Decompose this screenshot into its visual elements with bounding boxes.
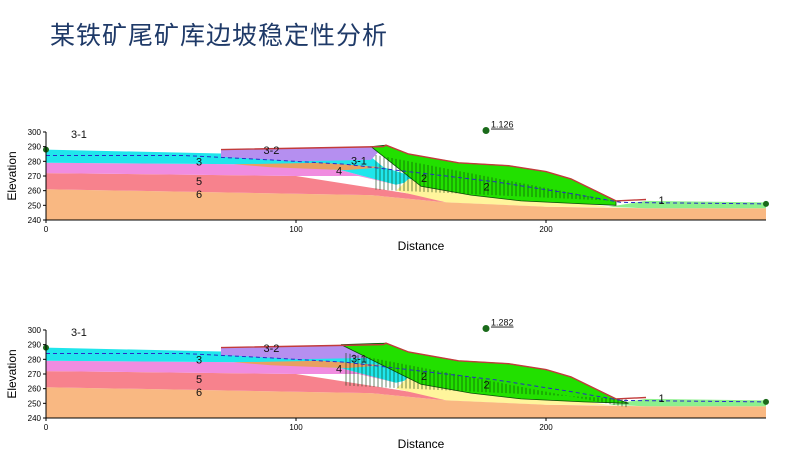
y-tick-label: 260 <box>28 385 42 394</box>
phreatic-line <box>46 155 767 205</box>
x-tick-label: 100 <box>289 423 303 432</box>
x-axis-label: Distance <box>398 239 445 253</box>
layer-2 <box>396 178 766 209</box>
y-tick-label: 270 <box>28 370 42 379</box>
y-tick-label: 280 <box>28 157 42 166</box>
safety-factor-value: 1.282 <box>491 318 514 328</box>
x-tick-label: 100 <box>289 225 303 234</box>
label-3-1-lens: 3-1 <box>351 155 367 167</box>
stability-panel-bottom: 1.282 3-1 3-2 3 3-1 4 5 6 2 2 1 300 290 280 270 260 250 2… <box>0 258 793 458</box>
label-4: 4 <box>336 166 342 178</box>
x-tick-label: 0 <box>44 225 49 234</box>
y-tick-label: 280 <box>28 355 42 364</box>
phreatic-line <box>46 353 767 403</box>
label-3-2: 3-2 <box>264 343 280 355</box>
x-axis-label: Distance <box>398 437 445 451</box>
slice-lines <box>375 154 617 202</box>
layer-1 <box>608 398 766 407</box>
stability-panel-top: 1.126 3-1 3-2 3 3-1 4 5 6 2 2 1 300 290 280 270 260 250 2… <box>0 60 793 260</box>
label-2-a: 2 <box>421 371 427 383</box>
y-tick-label: 270 <box>28 172 42 181</box>
y-tick-label: 240 <box>28 216 42 225</box>
right-boundary-marker <box>763 398 769 405</box>
layer-2 <box>396 376 766 407</box>
safety-factor-value: 1.126 <box>491 120 514 130</box>
label-2-b: 2 <box>484 182 490 194</box>
label-6: 6 <box>196 387 202 399</box>
x-tick-label: 200 <box>539 225 553 234</box>
y-tick-label: 250 <box>28 399 42 408</box>
right-boundary-marker <box>763 200 769 207</box>
label-3: 3 <box>196 157 202 169</box>
layer-5 <box>46 371 546 405</box>
slope-diagram: 1.126 3-1 3-2 3 3-1 4 56 2 2 1 300 290 280 270 260 250 2… <box>5 120 769 253</box>
label-5: 5 <box>196 374 202 386</box>
y-tick-label: 240 <box>28 414 42 423</box>
y-tick-label: 300 <box>28 128 42 137</box>
ground-surface <box>220 144 647 202</box>
x-tick-label: 200 <box>539 423 553 432</box>
layer-3-2 <box>221 344 384 360</box>
label-5: 5 <box>196 176 202 188</box>
label-3-2: 3-2 <box>264 145 280 157</box>
label-1: 1 <box>659 195 665 207</box>
page-title: 某铁矿尾矿库边坡稳定性分析 <box>50 21 389 50</box>
slope-diagram: 1.282 3-1 3-2 3 3-1 4 56 2 2 1 300 290 280 270 260 250 2… <box>5 318 769 451</box>
y-tick-label: 300 <box>28 326 42 335</box>
label-3: 3 <box>196 355 202 367</box>
y-axis-label: Elevation <box>5 151 19 200</box>
layer-1 <box>608 200 766 209</box>
y-tick-label: 260 <box>28 187 42 196</box>
y-axis-label: Elevation <box>5 349 19 398</box>
label-4: 4 <box>336 364 342 376</box>
layer-5 <box>46 173 546 207</box>
label-6: 6 <box>196 189 202 201</box>
critical-center-marker <box>482 127 490 135</box>
y-tick-label: 290 <box>28 341 42 350</box>
label-3-1-top: 3-1 <box>71 129 87 141</box>
lens-3-1 <box>233 162 384 171</box>
x-tick-label: 0 <box>44 423 49 432</box>
layer-3-2 <box>221 146 384 162</box>
critical-center-marker <box>482 325 490 333</box>
label-2-a: 2 <box>421 173 427 185</box>
label-3-1-lens: 3-1 <box>351 353 367 365</box>
label-2-b: 2 <box>484 380 490 392</box>
y-tick-label: 290 <box>28 143 42 152</box>
ground-surface <box>220 342 647 400</box>
layer-6 <box>46 189 766 220</box>
label-3-1-top: 3-1 <box>71 327 87 339</box>
layer-6 <box>46 387 766 418</box>
y-tick-label: 250 <box>28 201 42 210</box>
slice-lines <box>345 352 627 408</box>
label-1: 1 <box>659 393 665 405</box>
